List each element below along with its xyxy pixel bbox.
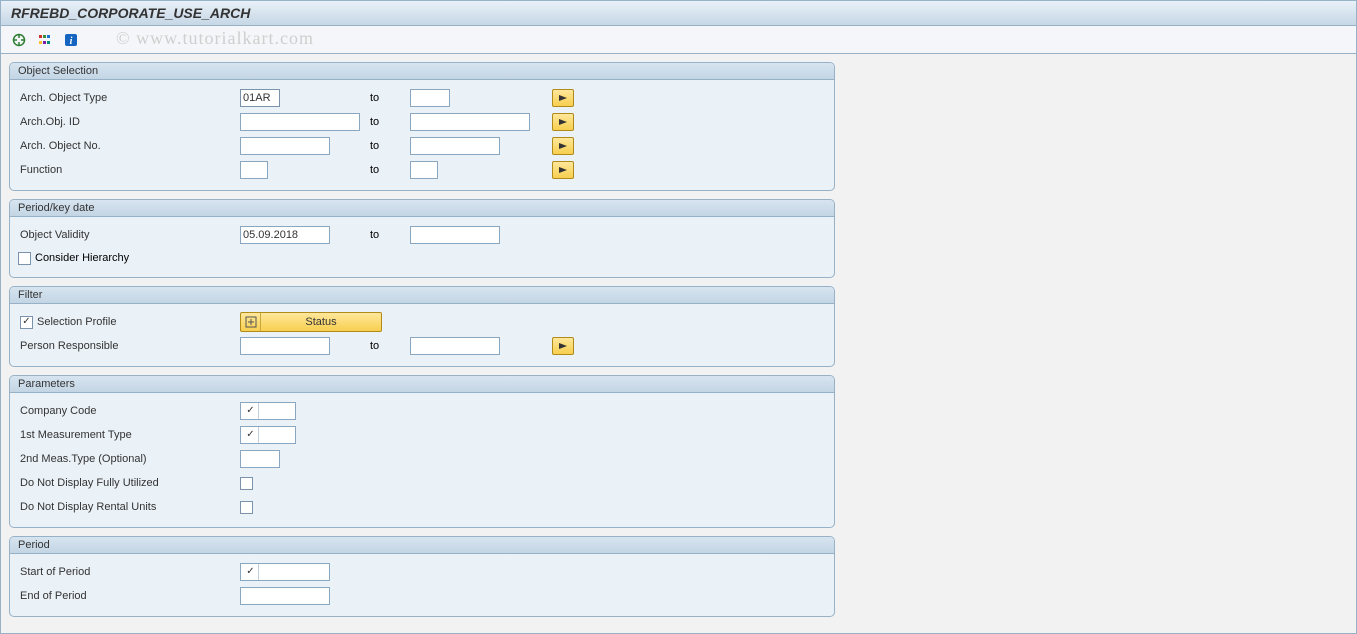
group-parameters: Parameters Company Code 1st Measurement …	[9, 375, 835, 528]
company-code-checkbox[interactable]	[243, 403, 259, 419]
arch-obj-type-from-input[interactable]	[240, 89, 280, 107]
multi-select-icon[interactable]	[552, 337, 574, 355]
multi-select-icon[interactable]	[552, 161, 574, 179]
group-period-key-date: Period/key date Object Validity to Consi…	[9, 199, 835, 278]
no-fully-utilized-checkbox[interactable]	[240, 477, 253, 490]
label-consider-hierarchy: Consider Hierarchy	[35, 252, 129, 264]
label-company-code: Company Code	[18, 405, 240, 417]
label-no-rental-units: Do Not Display Rental Units	[18, 501, 240, 513]
selection-profile-checkbox[interactable]	[20, 316, 33, 329]
info-icon[interactable]: i	[61, 30, 81, 50]
content-area: Object Selection Arch. Object Type to Ar…	[1, 54, 1356, 633]
label-arch-obj-type: Arch. Object Type	[18, 92, 240, 104]
arch-obj-no-to-input[interactable]	[410, 137, 500, 155]
first-meas-type-checkbox[interactable]	[243, 427, 259, 443]
group-title: Object Selection	[10, 63, 834, 80]
group-title: Filter	[10, 287, 834, 304]
app-toolbar: i © www.tutorialkart.com	[1, 26, 1356, 54]
label-function: Function	[18, 164, 240, 176]
variant-icon[interactable]	[35, 30, 55, 50]
label-no-fully-utilized: Do Not Display Fully Utilized	[18, 477, 240, 489]
label-end-of-period: End of Period	[18, 590, 240, 602]
function-to-input[interactable]	[410, 161, 438, 179]
group-title: Period	[10, 537, 834, 554]
execute-icon[interactable]	[9, 30, 29, 50]
start-of-period-input[interactable]	[259, 564, 329, 580]
label-first-meas-type: 1st Measurement Type	[18, 429, 240, 441]
to-label: to	[370, 164, 410, 176]
label-second-meas-type: 2nd Meas.Type (Optional)	[18, 453, 240, 465]
multi-select-icon[interactable]	[552, 137, 574, 155]
group-object-selection: Object Selection Arch. Object Type to Ar…	[9, 62, 835, 191]
company-code-input[interactable]	[259, 403, 295, 419]
group-filter: Filter Selection Profile Status Pe	[9, 286, 835, 367]
first-meas-type-input[interactable]	[259, 427, 295, 443]
to-label: to	[370, 116, 410, 128]
group-title: Parameters	[10, 376, 834, 393]
label-object-validity: Object Validity	[18, 229, 240, 241]
to-label: to	[370, 92, 410, 104]
svg-text:i: i	[70, 36, 73, 47]
start-of-period-checkbox[interactable]	[243, 564, 259, 580]
label-start-of-period: Start of Period	[18, 566, 240, 578]
status-button[interactable]: Status	[240, 312, 382, 332]
to-label: to	[370, 140, 410, 152]
status-select-icon	[241, 313, 261, 331]
to-label: to	[370, 229, 410, 241]
no-rental-units-checkbox[interactable]	[240, 501, 253, 514]
function-from-input[interactable]	[240, 161, 268, 179]
object-validity-to-input[interactable]	[410, 226, 500, 244]
arch-obj-type-to-input[interactable]	[410, 89, 450, 107]
label-arch-obj-no: Arch. Object No.	[18, 140, 240, 152]
group-title: Period/key date	[10, 200, 834, 217]
watermark-text: © www.tutorialkart.com	[116, 28, 314, 49]
end-of-period-input[interactable]	[240, 587, 330, 605]
person-responsible-to-input[interactable]	[410, 337, 500, 355]
object-validity-from-input[interactable]	[240, 226, 330, 244]
page-title: RFREBD_CORPORATE_USE_ARCH	[1, 1, 1356, 26]
label-selection-profile: Selection Profile	[37, 316, 117, 328]
label-person-responsible: Person Responsible	[18, 340, 240, 352]
consider-hierarchy-checkbox[interactable]	[18, 252, 31, 265]
label-arch-obj-id: Arch.Obj. ID	[18, 116, 240, 128]
arch-obj-id-to-input[interactable]	[410, 113, 530, 131]
status-button-label: Status	[261, 316, 381, 328]
person-responsible-from-input[interactable]	[240, 337, 330, 355]
multi-select-icon[interactable]	[552, 89, 574, 107]
to-label: to	[370, 340, 410, 352]
multi-select-icon[interactable]	[552, 113, 574, 131]
arch-obj-no-from-input[interactable]	[240, 137, 330, 155]
group-period: Period Start of Period End of Period	[9, 536, 835, 617]
arch-obj-id-from-input[interactable]	[240, 113, 360, 131]
second-meas-type-input[interactable]	[240, 450, 280, 468]
